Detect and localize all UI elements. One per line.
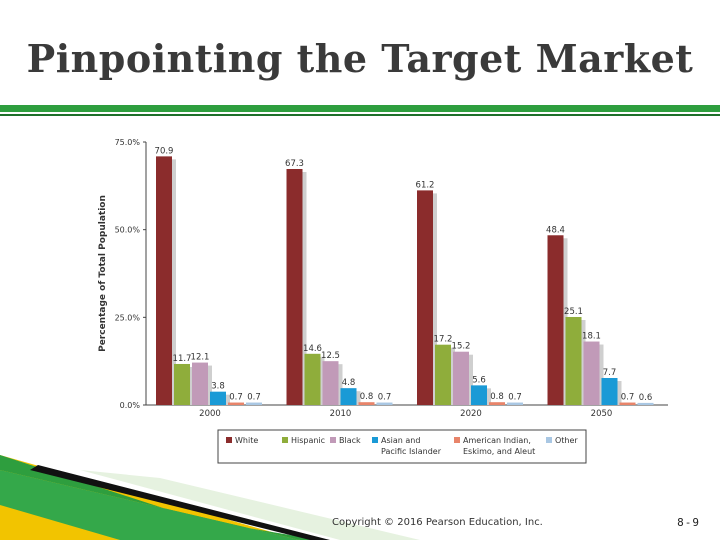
bar (471, 385, 487, 405)
legend-label: Eskimo, and Aleut (463, 447, 535, 456)
data-label: 3.8 (211, 382, 225, 392)
copyright-text: Copyright © 2016 Pearson Education, Inc. (332, 517, 543, 528)
data-label: 17.2 (434, 335, 453, 345)
bar (601, 377, 618, 405)
bar (358, 402, 375, 405)
bar (637, 402, 654, 405)
data-label: 0.7 (247, 393, 261, 403)
legend-label: American Indian, (463, 436, 531, 445)
title-divider-thin (0, 114, 720, 116)
data-label: 5.6 (472, 375, 486, 385)
legend-label: Asian and (381, 436, 420, 445)
y-tick-label: 0.0% (120, 401, 141, 410)
y-axis-title: Percentage of Total Population (98, 195, 108, 352)
bar (619, 402, 636, 405)
data-label: 25.1 (564, 307, 583, 317)
data-label: 70.9 (155, 146, 174, 156)
x-tick-label: 2020 (460, 409, 482, 419)
y-tick-label: 25.0% (115, 313, 141, 322)
data-label: 0.7 (508, 393, 522, 403)
bar (246, 402, 262, 405)
bar (340, 388, 357, 405)
title-divider-thick (0, 105, 720, 112)
legend-swatch (454, 437, 460, 443)
data-label: 67.3 (285, 159, 304, 169)
legend-swatch (330, 437, 336, 443)
bar (565, 316, 582, 405)
data-label: 0.7 (229, 393, 243, 403)
legend-box (217, 429, 587, 464)
data-label: 0.8 (490, 392, 504, 402)
legend-swatch (372, 437, 378, 443)
legend-swatch (282, 437, 288, 443)
bar (322, 361, 339, 405)
bar (376, 402, 393, 405)
data-label: 12.1 (191, 353, 210, 363)
legend-swatch (546, 437, 552, 443)
x-tick-label: 2050 (591, 409, 613, 419)
bar (192, 362, 208, 405)
x-tick-label: 2010 (330, 409, 352, 419)
bar (174, 363, 190, 405)
y-tick-label: 75.0% (115, 138, 141, 147)
data-label: 7.7 (603, 368, 617, 378)
legend-label: White (235, 436, 258, 445)
data-label: 0.7 (621, 393, 635, 403)
data-label: 12.5 (321, 351, 340, 361)
y-tick-label: 50.0% (115, 226, 141, 235)
legend-label: Other (555, 436, 578, 445)
bar (210, 391, 226, 405)
slide-number: 8-9 (677, 516, 700, 529)
bar (417, 190, 433, 405)
legend-label: Pacific Islander (381, 447, 442, 456)
bar (304, 353, 321, 405)
data-label: 4.8 (342, 378, 356, 388)
bar (228, 402, 244, 405)
slide-title: Pinpointing the Target Market (26, 36, 694, 81)
legend-swatch (226, 437, 232, 443)
data-label: 48.4 (546, 225, 565, 235)
legend-label: Black (339, 436, 361, 445)
data-label: 11.7 (173, 354, 192, 364)
data-label: 0.6 (639, 393, 653, 403)
data-label: 15.2 (452, 342, 471, 352)
legend-label: Hispanic (291, 436, 325, 445)
bar (286, 169, 303, 405)
data-label: 0.7 (378, 393, 392, 403)
bar (489, 402, 505, 405)
bar (507, 402, 523, 405)
x-tick-label: 2000 (199, 409, 221, 419)
bar (435, 344, 451, 405)
bar (453, 351, 469, 405)
data-label: 61.2 (416, 180, 435, 190)
bar (547, 235, 564, 405)
data-label: 0.8 (360, 392, 374, 402)
data-label: 14.6 (303, 344, 322, 354)
bar (156, 156, 172, 405)
data-label: 18.1 (582, 332, 601, 342)
bar (583, 341, 600, 405)
